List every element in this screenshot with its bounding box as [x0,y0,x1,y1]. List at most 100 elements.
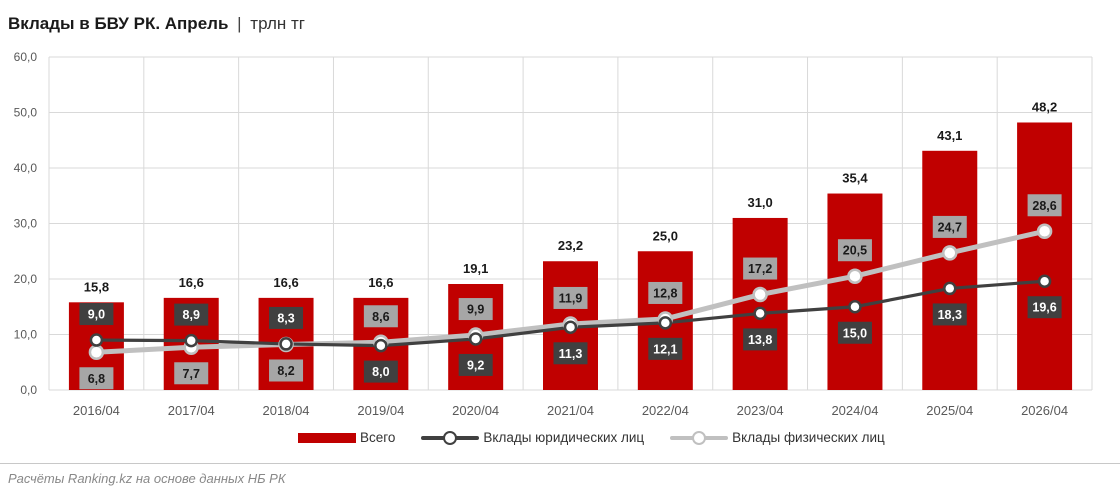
point-individuals [88,344,105,361]
data-label-total: 25,0 [653,228,678,243]
data-label-total: 15,8 [84,279,109,294]
data-label-legal-box [553,342,588,365]
point-legal [753,306,767,321]
data-label-individuals-box [458,298,493,321]
source-note: Расчёты Ranking.kz на основе данных НБ Р… [8,471,286,486]
title-main: Вклады в БВУ РК. Апрель [8,14,229,33]
data-label-total: 48,2 [1032,99,1057,114]
point-legal [374,338,388,353]
point-legal [563,320,578,335]
point-individuals [847,268,863,284]
title-unit: трлн тг [250,14,305,33]
point-legal [943,281,957,296]
x-tick-label: 2017/04 [168,403,215,418]
data-label-individuals-box [743,257,778,280]
x-tick-label: 2023/04 [737,403,784,418]
data-label-legal-box [932,303,967,326]
data-label-legal: 9,2 [467,358,484,372]
data-label-legal: 19,6 [1032,301,1056,315]
data-label-legal: 18,3 [938,308,962,322]
point-legal [1037,274,1052,288]
bar-total [1017,122,1073,391]
data-label-legal-box [458,353,493,376]
data-label-individuals: 20,5 [843,244,867,258]
y-tick-label: 10,0 [14,328,38,342]
bar-total [827,193,883,390]
data-label-legal-box [79,303,114,326]
point-individuals [942,245,958,261]
legend-swatch-legal [421,430,480,445]
data-label-legal: 15,0 [843,326,867,340]
data-label-individuals: 6,8 [88,372,105,386]
data-label-individuals: 11,9 [559,291,583,305]
data-label-total: 16,6 [179,275,204,290]
legend-label-total: Всего [360,430,396,445]
data-label-individuals: 24,7 [938,220,962,234]
data-label-individuals: 17,2 [748,262,772,276]
data-label-individuals-box [79,367,114,390]
y-tick-label: 60,0 [14,50,38,64]
legend-swatch-individuals [670,430,729,445]
data-label-legal-box [269,306,304,329]
legend-item-total: Всего [298,430,395,445]
data-label-individuals-box [363,305,398,328]
point-legal [658,316,673,330]
legend-item-individuals: Вклады физических лиц [670,430,885,445]
bar-total [922,150,978,390]
legend-label-legal: Вклады юридических лиц [483,430,645,445]
data-label-legal-box [743,328,778,351]
data-label-individuals: 9,9 [467,303,484,317]
chart-plot: 0,0 10,0 20,0 30,0 40,0 50,0 60,0 15,8 16,6 16,6 1… [14,50,1093,418]
data-label-individuals-box [837,239,872,262]
data-label-legal-box [837,321,872,344]
data-label-individuals-box [1027,194,1062,217]
y-tick-label: 30,0 [14,217,38,231]
data-label-legal-box [363,360,398,383]
data-label-individuals: 8,2 [277,364,294,378]
point-legal [184,333,198,348]
data-label-individuals: 7,7 [183,367,200,381]
data-label-legal: 13,8 [748,333,772,347]
point-individuals [752,286,768,303]
data-label-legal-box [648,337,683,360]
title-separator: | [237,14,242,33]
legend-swatch-total [298,432,356,443]
data-label-legal-box [174,303,209,326]
data-label-legal: 9,0 [88,308,105,322]
data-label-individuals-box [174,362,209,385]
bar-total [732,217,788,390]
point-individuals [1036,223,1053,240]
chart-legend: Всего Вклады юридических лиц Вклады физи… [298,430,911,445]
x-tick-label: 2026/04 [1021,403,1068,418]
x-tick-label: 2022/04 [642,403,689,418]
x-tick-label: 2019/04 [357,403,404,418]
data-label-individuals-box [553,286,588,309]
data-label-total: 31,0 [747,195,772,210]
x-tick-label: 2025/04 [926,403,973,418]
y-tick-label: 0,0 [20,383,37,397]
data-label-individuals-box [648,281,683,304]
point-legal [468,332,483,346]
data-label-individuals: 28,6 [1032,199,1056,213]
footer-divider [0,463,1120,464]
data-label-legal-box [1027,296,1062,319]
x-tick-label: 2021/04 [547,403,594,418]
data-label-total: 19,1 [463,261,488,276]
point-legal [279,337,293,351]
x-tick-label: 2024/04 [831,403,878,418]
point-legal [89,333,104,347]
data-label-total: 35,4 [842,171,868,186]
legend-label-individuals: Вклады физических лиц [732,430,885,445]
data-label-total: 43,1 [937,128,962,143]
data-label-individuals-box [269,359,304,382]
data-label-individuals-box [932,215,967,238]
x-tick-label: 2020/04 [452,403,499,418]
x-tick-label: 2018/04 [263,403,310,418]
y-tick-label: 50,0 [14,106,38,120]
legend-item-legal: Вклады юридических лиц [421,430,644,445]
data-label-total: 16,6 [273,275,298,290]
data-label-individuals: 12,8 [653,286,677,300]
data-label-legal: 8,0 [372,365,389,379]
data-label-individuals: 8,6 [372,310,389,324]
y-tick-label: 20,0 [14,272,38,286]
